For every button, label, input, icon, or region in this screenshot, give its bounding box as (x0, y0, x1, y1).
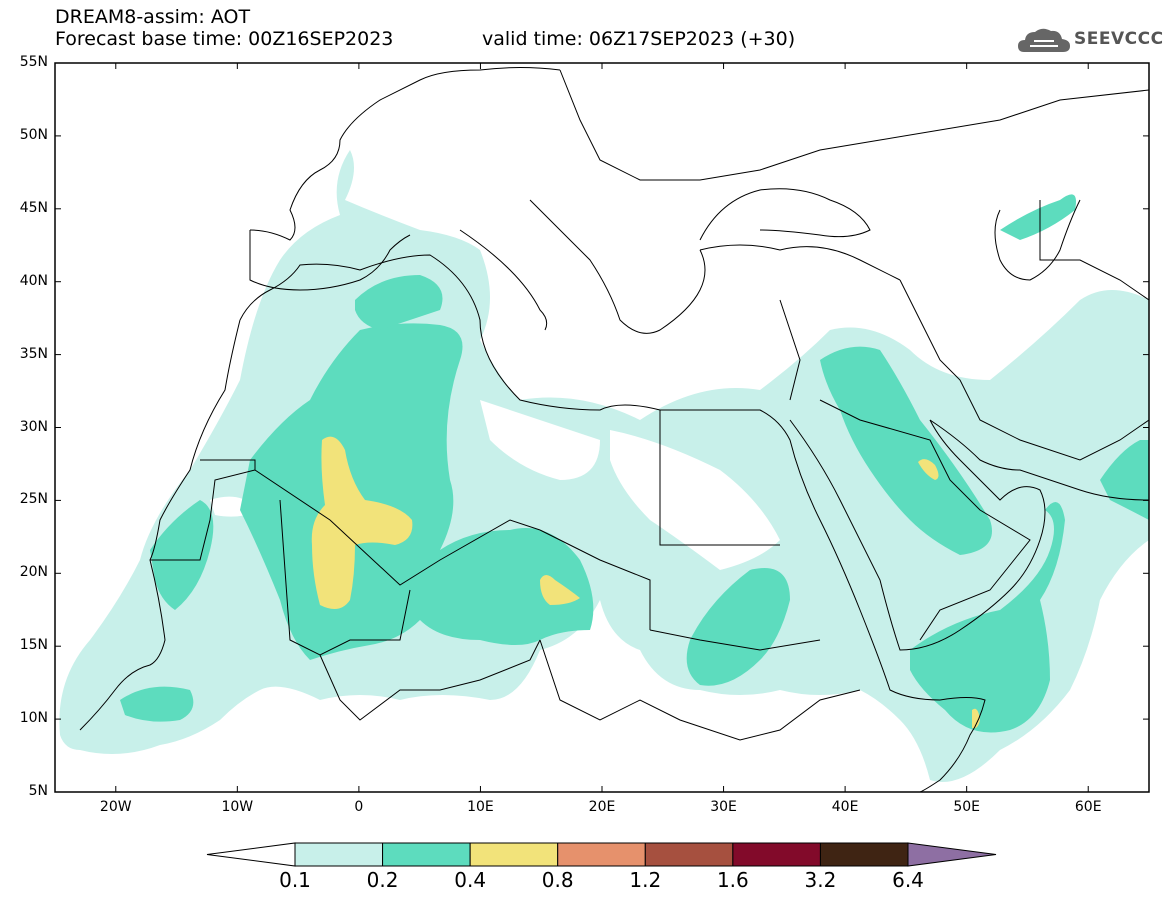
aot-contour-0.4 (311, 436, 413, 609)
border-egypt-libya (659, 410, 780, 546)
lat-tick-label: 40N (19, 272, 48, 289)
colorbar-bin (557, 842, 646, 867)
lat-tick-label: 5N (28, 783, 48, 799)
lat-tick-label: 20N (19, 564, 48, 581)
lon-tick-label: 30E (710, 799, 737, 815)
coastline-arabia (789, 419, 1046, 651)
colorbar-bin (644, 842, 734, 867)
border-europe-east (559, 69, 1149, 181)
border-mali-niger (319, 639, 541, 721)
border-iran (899, 279, 1149, 461)
lon-tick-label: 40E (831, 799, 859, 815)
coastline-italy (459, 229, 548, 331)
coastline-balkans-greece (529, 199, 706, 334)
lon-tick-label: 50E (953, 799, 980, 815)
colorbar-label: 0.4 (454, 868, 487, 892)
coastline-levant (779, 299, 801, 401)
logo-text: SEEVCCC (1074, 29, 1164, 49)
colorbar-arrow-low (206, 842, 296, 867)
lat-tick-label: 30N (19, 418, 48, 435)
coastline-iberia (249, 229, 411, 291)
colorbar-bin (819, 842, 909, 867)
colorbar-label: 0.2 (366, 868, 399, 892)
coastline-europe (249, 67, 561, 241)
border-central-asia (1039, 200, 1149, 301)
lat-tick-label: 35N (19, 345, 48, 362)
border-central-africa (539, 639, 861, 741)
valid-time: valid time: 06Z17SEP2023 (+30) (482, 28, 796, 50)
border-west-africa (150, 469, 256, 561)
lon-tick-label: 20E (588, 799, 616, 815)
colorbar-arrow-high (907, 842, 997, 867)
lon-tick-label: 60E (1074, 799, 1102, 815)
coastline-turkey (699, 244, 901, 281)
colorbar-label: 3.2 (804, 868, 837, 892)
coastline-black-sea (699, 188, 871, 241)
lon-tick-label: 20W (99, 799, 132, 815)
colorbar-label: 0.1 (279, 868, 311, 892)
colorbar-label: 6.4 (892, 868, 924, 892)
lat-tick-label: 25N (19, 491, 48, 508)
border-sahara-1 (200, 459, 541, 586)
lat-tick-label: 10N (19, 710, 48, 727)
lat-tick-label: 50N (19, 126, 48, 143)
lat-tick-label: 55N (19, 54, 48, 70)
chart-title: DREAM8-assim: AOT (55, 6, 251, 28)
coastline-africa-west (239, 254, 986, 792)
cloud-logo-icon (1018, 28, 1070, 52)
coastline-persian-gulf (929, 419, 1149, 501)
colorbar-bin (732, 842, 821, 867)
colorbar-bin (382, 842, 471, 867)
colorbar-label: 0.8 (541, 868, 574, 892)
lon-tick-label: 0 (354, 799, 364, 815)
lat-tick-label: 45N (19, 199, 48, 216)
colorbar-bin (469, 842, 559, 867)
colorbar (206, 842, 997, 867)
colorbar-bin (294, 842, 384, 867)
border-sudan (649, 629, 821, 651)
border-saudi (819, 399, 1031, 641)
colorbar-label: 1.2 (629, 868, 662, 892)
border-sahara-2 (279, 499, 411, 656)
forecast-base-time: Forecast base time: 00Z16SEP2023 (55, 28, 394, 50)
lon-tick-label: 10W (221, 799, 254, 815)
lon-tick-label: 10E (467, 799, 494, 815)
lat-tick-label: 15N (19, 637, 48, 654)
colorbar-label: 1.6 (716, 868, 749, 892)
border-libya-chad (539, 529, 651, 630)
coastline-caspian (994, 199, 1081, 281)
